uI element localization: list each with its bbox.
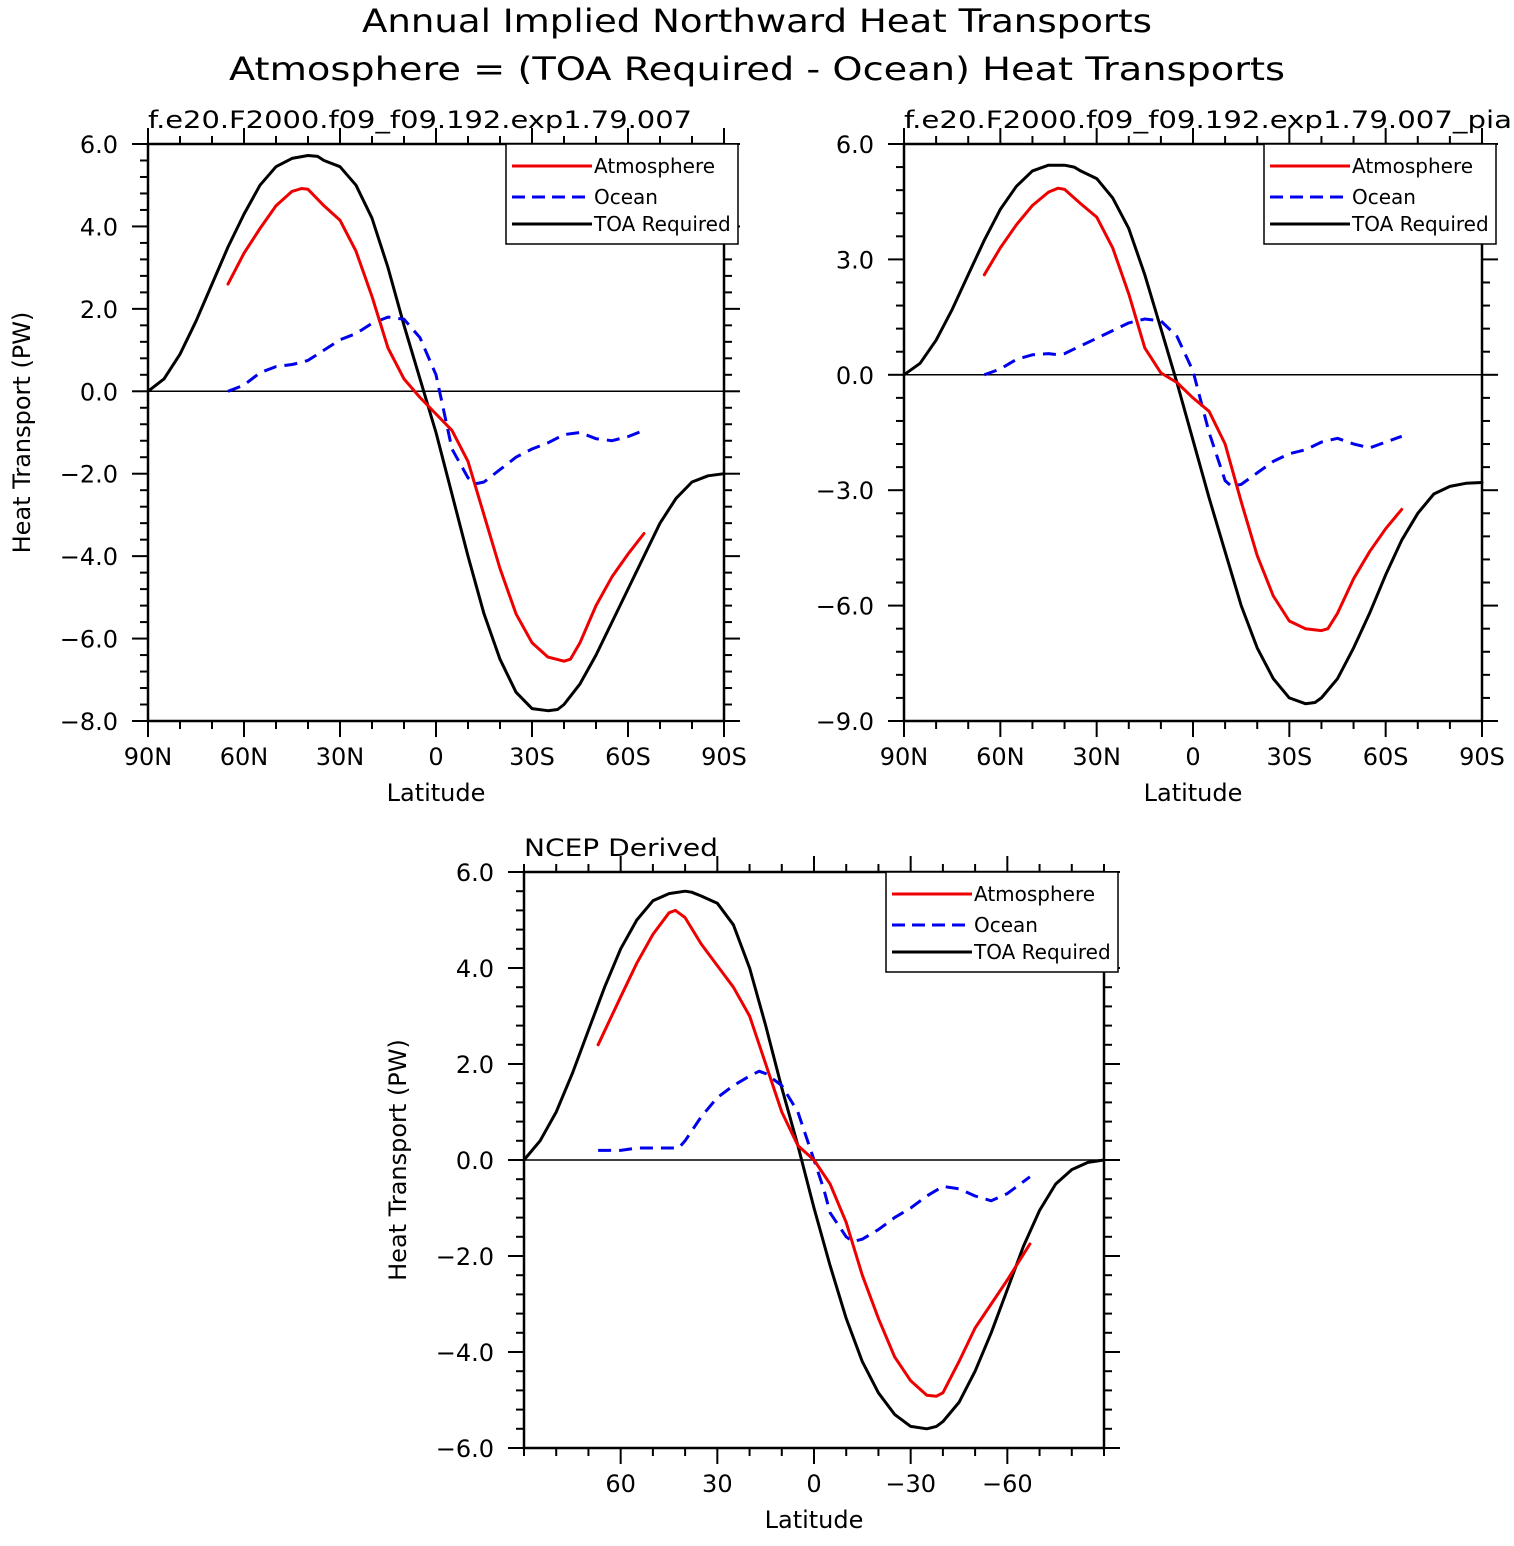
x-tick-label: 30 [702, 1470, 733, 1498]
series-line-toa [522, 889, 1106, 1431]
y-tick-label: 4.0 [80, 213, 118, 241]
x-tick-label: −30 [885, 1470, 936, 1498]
series-line-toa [902, 163, 1484, 706]
legend-label-toa: TOA Required [973, 940, 1111, 964]
legend: Atmosphere Ocean TOA Required [1263, 143, 1497, 245]
x-tick-label: 0 [428, 743, 443, 771]
y-tick-label: −8.0 [60, 708, 118, 736]
legend-box [885, 871, 1119, 973]
plot-frame [146, 142, 726, 723]
title-line-2: Atmosphere = (TOA Required - Ocean) Heat… [229, 50, 1285, 88]
x-tick-label: 30S [1266, 743, 1312, 771]
series-line-toa [146, 154, 726, 713]
x-axis-label: Latitude [1144, 779, 1243, 807]
x-tick-label: 90N [880, 743, 929, 771]
y-tick-label: 0.0 [456, 1147, 494, 1175]
legend-label-atmosphere: Atmosphere [1352, 154, 1473, 178]
x-tick-label: 60S [1363, 743, 1409, 771]
x-tick-label: 30S [509, 743, 555, 771]
x-tick-label: 0 [1185, 743, 1200, 771]
x-tick-label: 90S [701, 743, 747, 771]
x-tick-label: 60N [220, 743, 269, 771]
y-tick-label: 6.0 [80, 131, 118, 159]
y-tick-label: 6.0 [836, 131, 874, 159]
legend-label-toa: TOA Required [1351, 212, 1489, 236]
chart-panel-model: f.e20.F2000.f09_f09.192.exp1.79.007 −8.0 −… [8, 106, 747, 807]
legend-label-atmosphere: Atmosphere [594, 154, 715, 178]
y-tick-label: −3.0 [816, 477, 874, 505]
x-tick-label: 60 [605, 1470, 636, 1498]
x-tick-label: 60S [605, 743, 651, 771]
legend-label-atmosphere: Atmosphere [974, 882, 1095, 906]
legend-label-ocean: Ocean [974, 913, 1038, 937]
y-tick-label: 0.0 [80, 378, 118, 406]
x-tick-label: −60 [982, 1470, 1033, 1498]
legend-box [1263, 143, 1497, 245]
y-tick-label: −2.0 [60, 461, 118, 489]
y-tick-label: −9.0 [816, 708, 874, 736]
x-tick-label: 30N [1072, 743, 1121, 771]
x-tick-label: 90N [124, 743, 173, 771]
series-line-ocean [227, 315, 645, 486]
y-tick-label: −4.0 [60, 543, 118, 571]
y-tick-label: −6.0 [436, 1435, 494, 1463]
chart-panel-model-pia: f.e20.F2000.f09_f09.192.exp1.79.007_pia −… [816, 106, 1512, 807]
y-tick-label: 2.0 [80, 296, 118, 324]
legend-label-toa: TOA Required [593, 212, 731, 236]
y-tick-label: 0.0 [836, 362, 874, 390]
y-tick-label: 3.0 [836, 246, 874, 274]
main-title: Annual Implied Northward Heat Transports… [229, 2, 1285, 88]
x-tick-label: 90S [1459, 743, 1505, 771]
x-tick-label: 60N [976, 743, 1025, 771]
y-tick-label: −4.0 [436, 1339, 494, 1367]
series-line-ocean [983, 317, 1403, 488]
legend-label-ocean: Ocean [1352, 185, 1416, 209]
legend: Atmosphere Ocean TOA Required [505, 143, 739, 245]
chart-subtitle: f.e20.F2000.f09_f09.192.exp1.79.007_pia [904, 106, 1512, 134]
plot-frame [522, 870, 1106, 1450]
x-tick-label: 30N [316, 743, 365, 771]
y-tick-label: −6.0 [60, 626, 118, 654]
y-axis-label: Heat Transport (PW) [384, 1039, 412, 1281]
y-tick-label: −6.0 [816, 593, 874, 621]
y-tick-label: 6.0 [456, 859, 494, 887]
series-line-atmosphere [596, 908, 1032, 1398]
chart-panel-ncep: NCEP Derived−6.0−4.0−2.00.02.04.06.060 30… [384, 834, 1120, 1534]
series-line-atmosphere [226, 187, 646, 663]
legend-label-ocean: Ocean [594, 185, 658, 209]
x-axis-label: Latitude [765, 1506, 864, 1534]
series-line-ocean [598, 1069, 1031, 1244]
y-axis-label: Heat Transport (PW) [8, 312, 36, 554]
y-tick-label: 4.0 [456, 955, 494, 983]
x-axis-label: Latitude [387, 779, 486, 807]
legend-box [505, 143, 739, 245]
series-line-atmosphere [982, 186, 1404, 633]
y-tick-label: −2.0 [436, 1243, 494, 1271]
x-tick-label: 0 [806, 1470, 821, 1498]
plot-frame [902, 142, 1484, 723]
title-line-1: Annual Implied Northward Heat Transports [362, 2, 1152, 40]
chart-subtitle: f.e20.F2000.f09_f09.192.exp1.79.007 [148, 106, 692, 134]
y-tick-label: 2.0 [456, 1051, 494, 1079]
legend: Atmosphere Ocean TOA Required [885, 871, 1119, 973]
